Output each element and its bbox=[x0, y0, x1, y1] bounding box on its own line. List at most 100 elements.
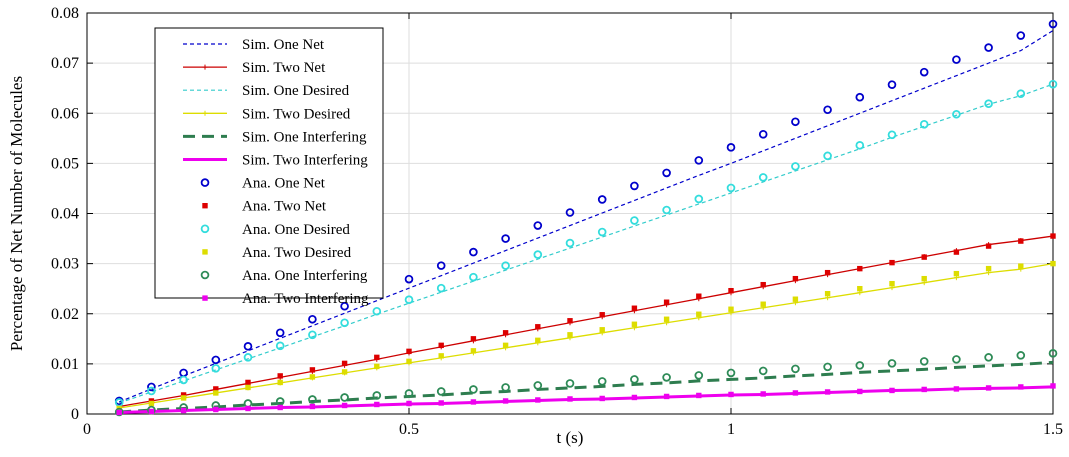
data-point bbox=[952, 355, 961, 364]
legend: Sim. One Net Sim. Two Net Sim. One Desired… bbox=[154, 27, 384, 307]
series-ana-two-interfering bbox=[116, 383, 1056, 416]
legend-label: Sim. One Interfering bbox=[242, 129, 367, 145]
data-point bbox=[985, 385, 992, 391]
legend-item: Sim. Two Net bbox=[183, 60, 326, 76]
legend-item: Ana. One Net bbox=[200, 176, 326, 192]
legend-label: Sim. One Net bbox=[242, 37, 325, 53]
data-point bbox=[791, 364, 800, 374]
data-point bbox=[404, 274, 414, 284]
y-tick-label: 0.03 bbox=[51, 256, 79, 273]
data-point bbox=[502, 342, 509, 349]
data-point bbox=[501, 261, 510, 270]
data-point bbox=[147, 382, 156, 392]
series-line bbox=[119, 360, 1054, 414]
data-point bbox=[985, 265, 992, 272]
data-point bbox=[696, 392, 702, 399]
data-point bbox=[179, 375, 188, 385]
legend-marker bbox=[200, 178, 210, 187]
legend-item: Sim. One Interfering bbox=[183, 129, 367, 145]
axis-ticks: 0 0.5 1 1.5 0 0.01 0.02 0.03 0.04 0.05 0.06 0.07 0.0… bbox=[51, 5, 1063, 438]
data-point bbox=[599, 312, 605, 318]
data-point bbox=[1048, 19, 1058, 29]
data-point bbox=[340, 393, 349, 402]
data-point bbox=[147, 386, 156, 396]
data-point bbox=[213, 406, 219, 413]
data-point bbox=[855, 361, 865, 370]
data-point bbox=[309, 403, 316, 410]
series-layer bbox=[114, 19, 1058, 417]
series-line bbox=[119, 262, 1054, 409]
x-tick-label: 0.5 bbox=[399, 421, 419, 438]
data-point bbox=[791, 162, 800, 171]
data-point bbox=[758, 130, 768, 139]
legend-label: Sim. Two Net bbox=[242, 60, 326, 76]
legend-item: Ana. One Interfering bbox=[200, 268, 368, 284]
data-point bbox=[631, 321, 638, 327]
data-point bbox=[792, 390, 799, 396]
data-point bbox=[919, 119, 929, 129]
y-tick-label: 0.07 bbox=[51, 55, 79, 72]
legend-label: Ana. One Desired bbox=[242, 222, 350, 238]
series-line bbox=[119, 235, 1054, 408]
legend-box bbox=[154, 27, 384, 299]
data-point bbox=[887, 359, 897, 368]
data-point bbox=[599, 395, 605, 402]
data-point bbox=[245, 405, 251, 412]
data-point bbox=[372, 306, 382, 316]
data-point bbox=[469, 385, 478, 394]
data-point bbox=[1016, 89, 1026, 99]
legend-item: Ana. Two Net bbox=[202, 199, 327, 215]
data-point bbox=[1016, 31, 1026, 40]
x-tick-label: 1.5 bbox=[1043, 421, 1063, 438]
data-point bbox=[245, 379, 251, 386]
data-point bbox=[694, 156, 704, 165]
data-point bbox=[341, 360, 348, 367]
data-point bbox=[921, 386, 927, 393]
data-point bbox=[662, 168, 671, 178]
data-point bbox=[921, 275, 927, 282]
data-point bbox=[630, 216, 639, 225]
data-point bbox=[919, 357, 929, 366]
data-point bbox=[792, 275, 799, 282]
data-point bbox=[277, 373, 283, 379]
legend-item: Ana. Two Desired bbox=[202, 245, 352, 261]
data-point bbox=[148, 400, 155, 407]
series-sim-two-interfering bbox=[119, 385, 1054, 414]
data-point bbox=[535, 397, 541, 403]
data-point bbox=[372, 391, 382, 400]
data-point bbox=[726, 368, 736, 378]
data-point bbox=[309, 367, 316, 373]
data-point bbox=[277, 379, 283, 386]
legend-item: Ana. One Desired bbox=[200, 222, 350, 238]
legend-item: Sim. Two Interfering bbox=[183, 153, 368, 169]
data-point bbox=[470, 336, 477, 342]
data-point bbox=[662, 373, 671, 382]
data-point bbox=[1050, 383, 1056, 389]
data-point bbox=[308, 314, 317, 324]
legend-label: Ana. One Interfering bbox=[242, 268, 368, 284]
data-point bbox=[760, 301, 766, 307]
data-point bbox=[436, 387, 446, 396]
data-point bbox=[953, 386, 960, 392]
y-tick-label: 0.08 bbox=[51, 5, 79, 22]
data-point bbox=[694, 371, 704, 380]
legend-label: Ana. Two Desired bbox=[242, 245, 352, 261]
data-point bbox=[887, 130, 897, 140]
legend-item: Sim. Two Desired bbox=[183, 106, 351, 122]
data-point bbox=[984, 353, 993, 362]
data-point bbox=[758, 173, 768, 182]
data-point bbox=[404, 389, 414, 398]
y-tick-label: 0.06 bbox=[51, 105, 79, 122]
data-point bbox=[533, 250, 543, 259]
data-point bbox=[985, 243, 992, 249]
data-point bbox=[728, 306, 734, 312]
data-point bbox=[211, 355, 221, 365]
series-ana-two-net bbox=[116, 233, 1056, 411]
data-point bbox=[984, 99, 993, 109]
legend-marker bbox=[202, 110, 208, 116]
data-point bbox=[211, 364, 221, 373]
y-tick-label: 0.02 bbox=[51, 306, 79, 323]
data-point bbox=[824, 389, 831, 395]
legend-label: Ana. Two Interfering bbox=[242, 291, 369, 307]
data-point bbox=[758, 366, 768, 376]
